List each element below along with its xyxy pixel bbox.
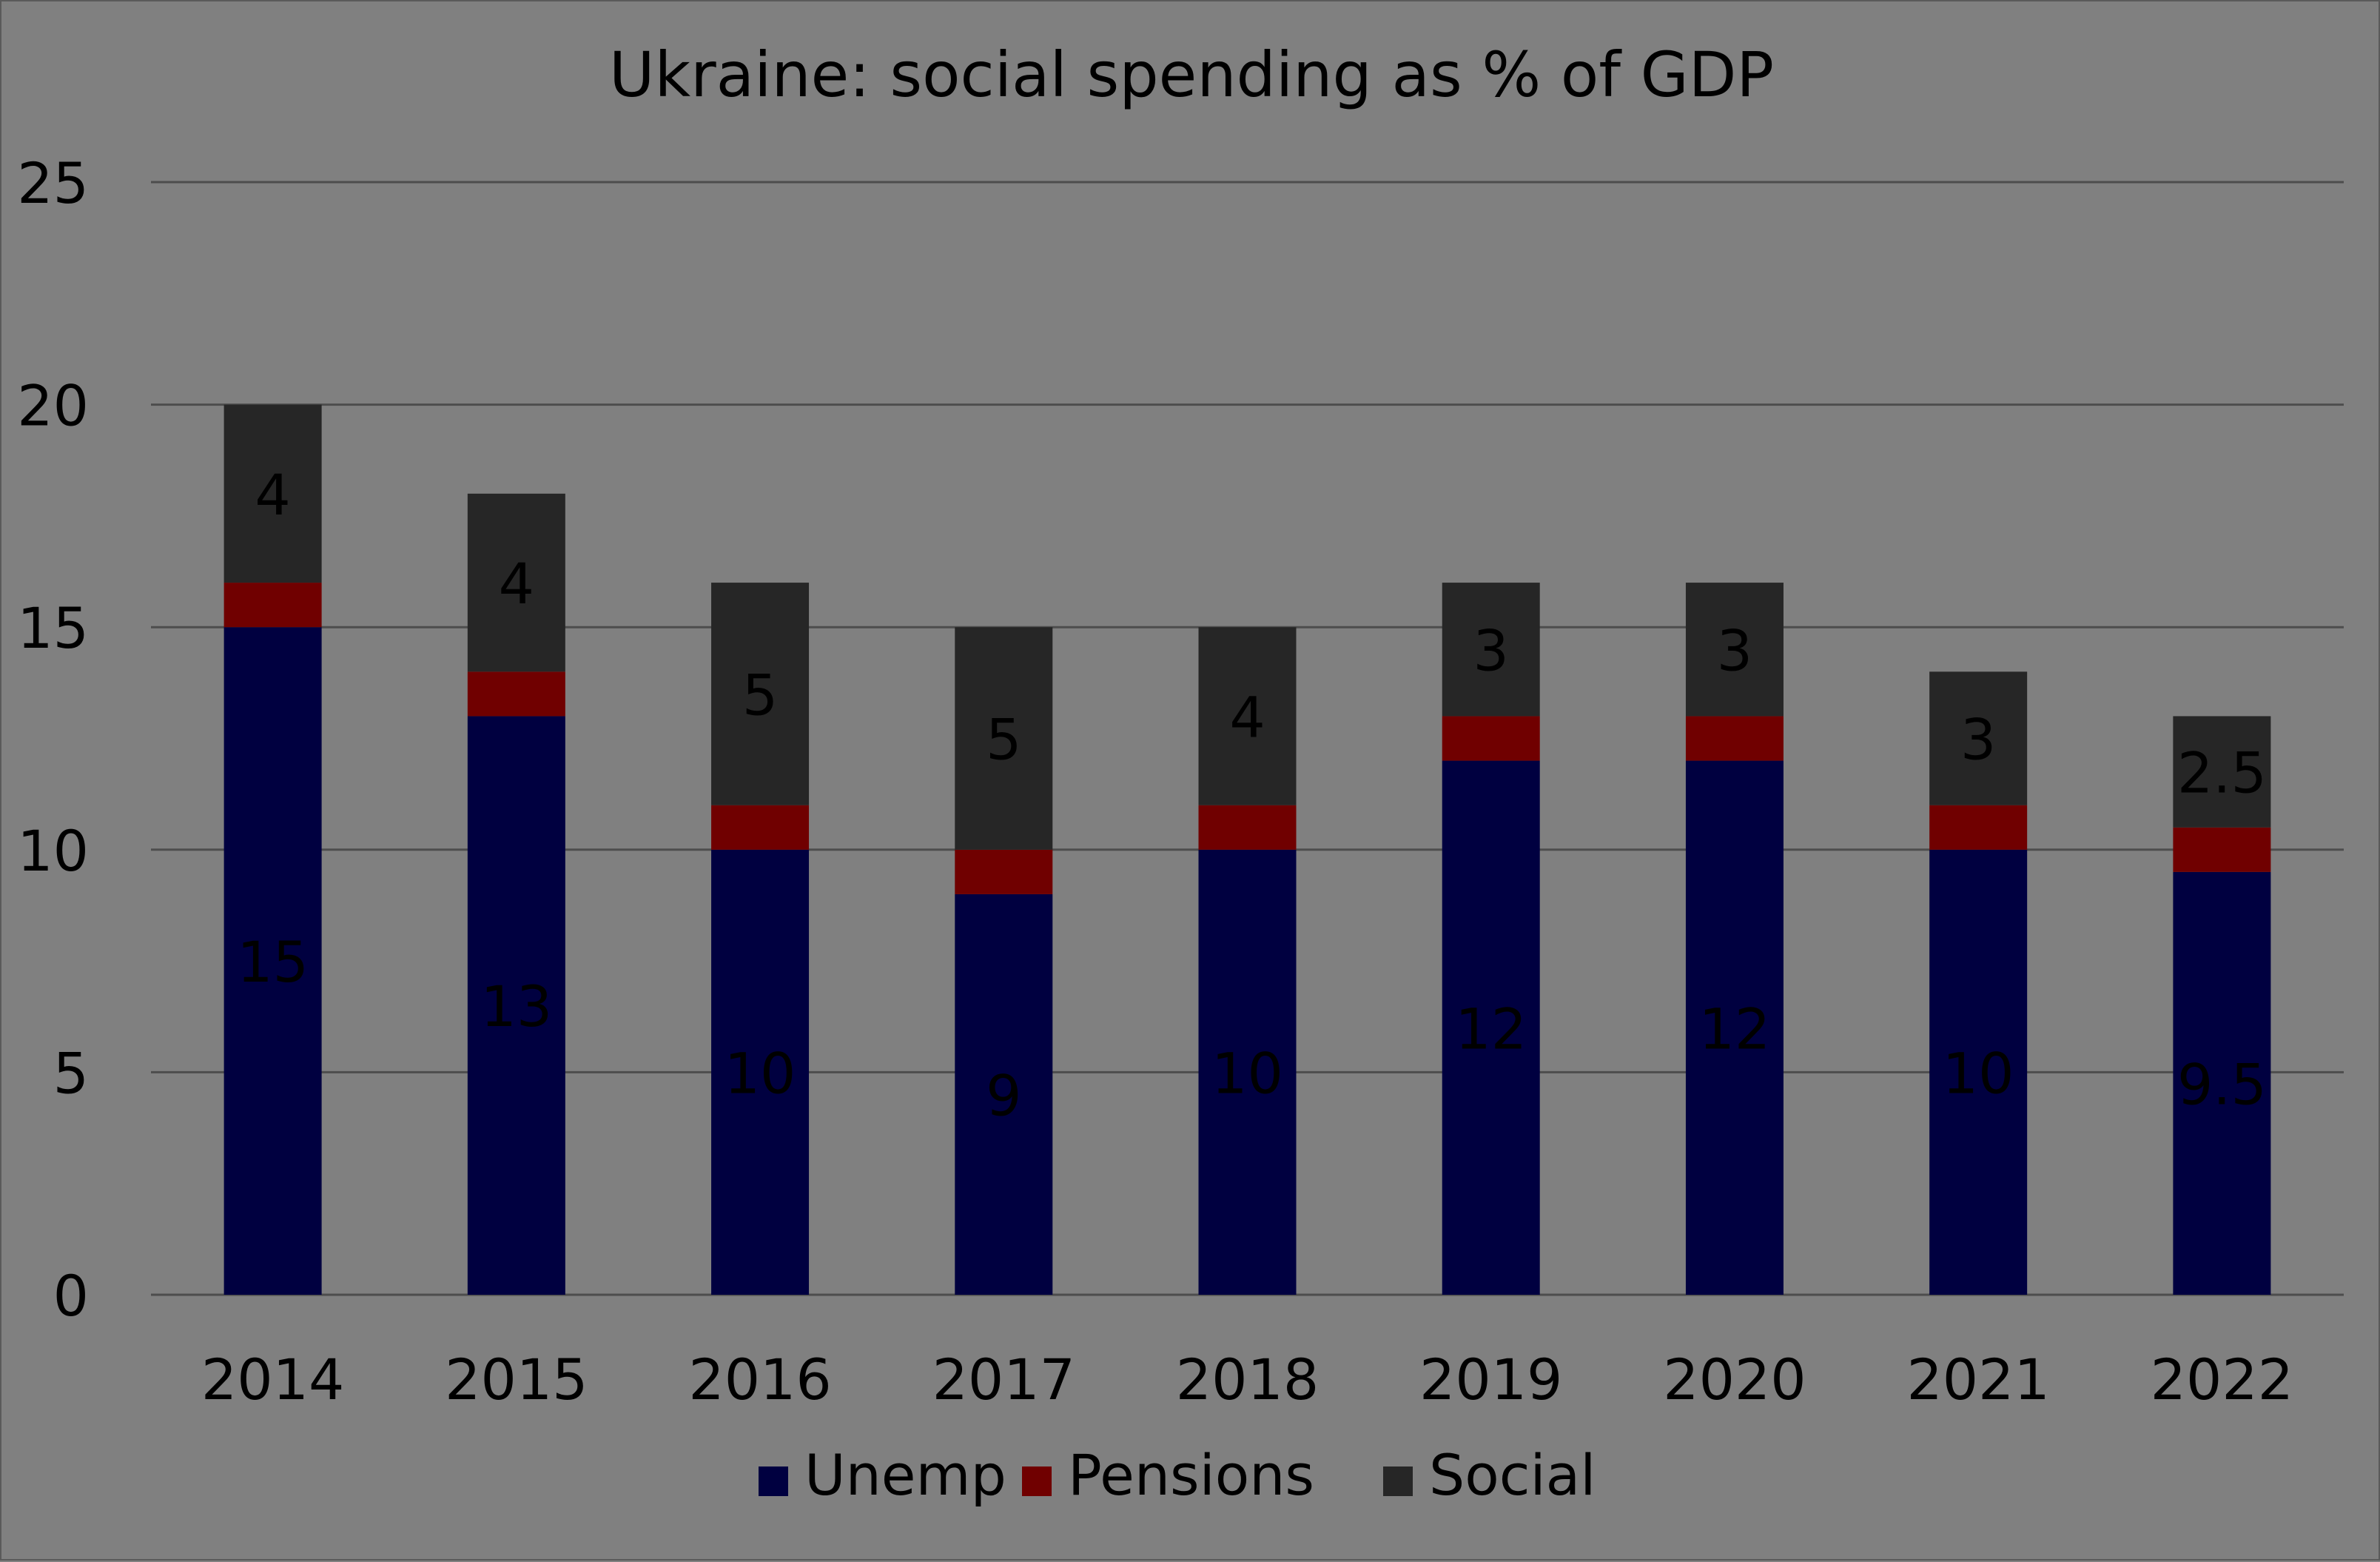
data-label-unemp-2021: 10 <box>1943 1040 2014 1106</box>
data-label-unemp-2018: 10 <box>1211 1040 1283 1106</box>
data-label-social-2021: 3 <box>1960 707 1996 773</box>
bar-pensions-2014 <box>223 583 322 628</box>
bar-unemp-2015 <box>467 716 565 1295</box>
bar-social-2018 <box>1198 627 1297 805</box>
data-label-social-2020: 3 <box>1717 617 1752 683</box>
x-tick-label-2017: 2017 <box>932 1347 1075 1412</box>
bar-unemp-2016 <box>711 849 810 1295</box>
legend-swatch-pensions <box>1022 1467 1052 1496</box>
y-tick-label: 15 <box>17 595 89 661</box>
bar-pensions-2017 <box>955 849 1053 894</box>
bar-unemp-2022 <box>2173 871 2271 1295</box>
x-tick-label-2016: 2016 <box>688 1347 831 1412</box>
legend-item-pensions: Pensions <box>1022 1442 1314 1508</box>
legend-label-pensions: Pensions <box>1068 1442 1314 1508</box>
bar-unemp-2014 <box>223 627 322 1295</box>
bar-social-2022 <box>2173 716 2271 828</box>
y-tick-label: 20 <box>17 373 89 439</box>
x-tick-label-2021: 2021 <box>1906 1347 2049 1412</box>
bar-social-2020 <box>1685 583 1784 717</box>
data-labels: 15 4 13 4 10 5 9 5 10 4 12 3 12 3 10 3 9.5 2.5 <box>237 462 2267 1129</box>
data-label-unemp-2017: 9 <box>986 1062 1021 1128</box>
data-label-social-2017: 5 <box>986 707 1021 773</box>
data-label-unemp-2016: 10 <box>725 1040 796 1106</box>
y-tick-label: 25 <box>17 150 89 216</box>
data-label-unemp-2015: 13 <box>480 973 552 1039</box>
y-axis-ticks: 0 5 10 15 20 25 <box>17 150 89 1329</box>
data-label-unemp-2019: 12 <box>1455 996 1527 1062</box>
legend-label-social: Social <box>1429 1442 1596 1508</box>
data-label-social-2015: 4 <box>499 551 534 617</box>
legend-label-unemp: Unemp <box>804 1442 1006 1508</box>
data-label-social-2019: 3 <box>1473 617 1509 683</box>
data-label-unemp-2014: 15 <box>237 929 309 995</box>
bar-pensions-2018 <box>1198 805 1297 850</box>
data-label-social-2022: 2.5 <box>2177 740 2267 806</box>
bar-pensions-2015 <box>467 671 565 717</box>
bar-social-2021 <box>1929 671 2028 805</box>
bar-pensions-2016 <box>711 805 810 850</box>
bar-social-2016 <box>711 583 810 805</box>
x-axis-ticks: 2014 2015 2016 2017 2018 2019 2020 2021 2022 <box>201 1347 2293 1412</box>
y-tick-label: 10 <box>17 818 89 884</box>
bar-social-2015 <box>467 493 565 672</box>
bar-pensions-2022 <box>2173 827 2271 872</box>
data-label-social-2014: 4 <box>255 462 290 528</box>
data-label-unemp-2022: 9.5 <box>2177 1051 2267 1117</box>
bar-social-2019 <box>1442 583 1540 717</box>
x-tick-label-2018: 2018 <box>1176 1347 1319 1412</box>
bar-social-2017 <box>955 627 1053 850</box>
bar-unemp-2017 <box>955 894 1053 1295</box>
bar-unemp-2021 <box>1929 849 2028 1295</box>
legend-item-unemp: Unemp <box>759 1442 1006 1508</box>
legend-swatch-unemp <box>759 1467 788 1496</box>
data-label-social-2018: 4 <box>1229 684 1265 750</box>
bar-pensions-2021 <box>1929 805 2028 850</box>
bar-pensions-2019 <box>1442 716 1540 761</box>
bar-unemp-2020 <box>1685 760 1784 1295</box>
x-tick-label-2019: 2019 <box>1419 1347 1562 1412</box>
y-tick-label: 5 <box>53 1040 89 1106</box>
legend-item-social: Social <box>1383 1442 1596 1508</box>
legend-swatch-social <box>1383 1467 1413 1496</box>
bar-unemp-2019 <box>1442 760 1540 1295</box>
x-tick-label-2020: 2020 <box>1663 1347 1806 1412</box>
x-tick-label-2022: 2022 <box>2151 1347 2293 1412</box>
bars <box>223 404 2271 1295</box>
bar-social-2014 <box>223 404 322 583</box>
x-tick-label-2015: 2015 <box>445 1347 588 1412</box>
bar-pensions-2020 <box>1685 716 1784 761</box>
y-tick-label: 0 <box>53 1263 89 1329</box>
bar-unemp-2018 <box>1198 849 1297 1295</box>
legend: Unemp Pensions Social <box>759 1442 1596 1508</box>
data-label-social-2016: 5 <box>742 662 778 728</box>
chart-title: Ukraine: social spending as % of GDP <box>609 38 1774 111</box>
x-tick-label-2014: 2014 <box>201 1347 344 1412</box>
data-label-unemp-2020: 12 <box>1699 996 1771 1062</box>
